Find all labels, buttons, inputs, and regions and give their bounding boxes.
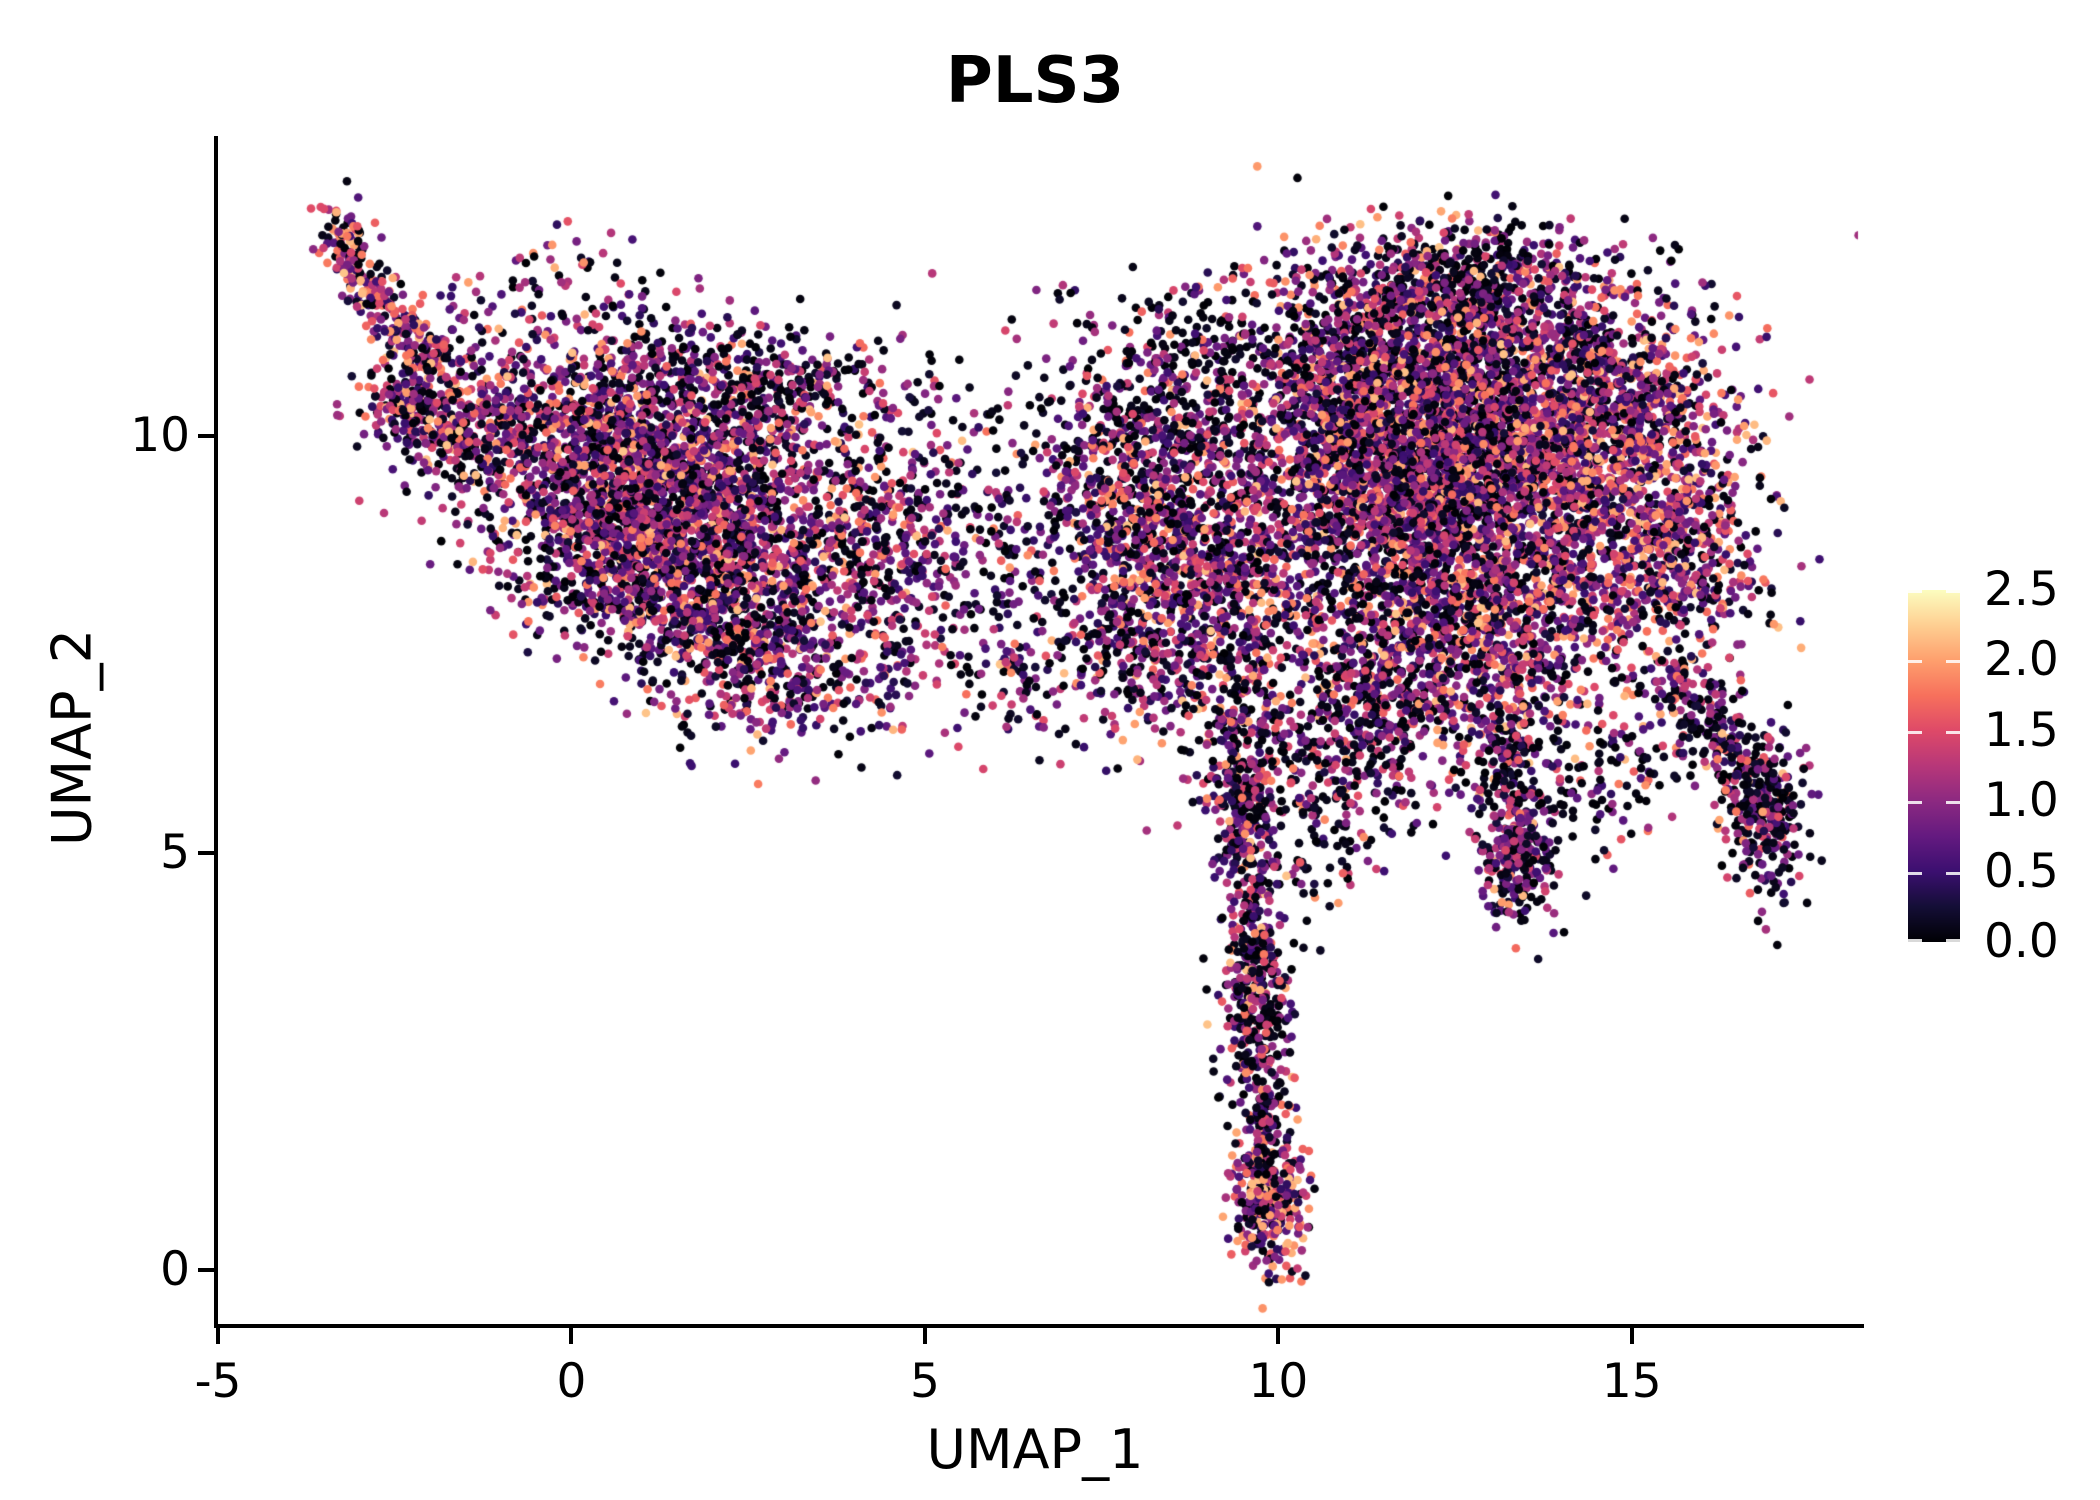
- colorbar-tick-label: 2.5: [1984, 562, 2059, 617]
- y-tick-mark: [198, 850, 214, 855]
- colorbar-tick-mark: [1946, 590, 1960, 593]
- x-tick-mark: [569, 1328, 574, 1344]
- colorbar-tick-mark: [1908, 801, 1922, 805]
- x-tick-mark: [1629, 1328, 1634, 1344]
- x-tick-mark: [216, 1328, 220, 1344]
- y-tick-label: 5: [160, 824, 190, 880]
- y-tick-label: 0: [160, 1241, 190, 1297]
- colorbar-tick-mark: [1946, 939, 1960, 942]
- y-axis-title: UMAP_2: [40, 629, 104, 846]
- colorbar-tick-label: 1.5: [1984, 702, 2059, 758]
- x-tick-label: -5: [194, 1354, 242, 1409]
- colorbar-tick-mark: [1946, 660, 1960, 664]
- x-axis-title: UMAP_1: [926, 1418, 1144, 1481]
- colorbar-tick-label: 1.0: [1984, 773, 2059, 829]
- x-tick-mark: [1276, 1328, 1281, 1344]
- x-tick-label: 15: [1601, 1354, 1662, 1409]
- y-tick-label: 10: [130, 408, 190, 464]
- colorbar-tick-mark: [1946, 871, 1960, 875]
- x-tick-label: 0: [556, 1354, 587, 1409]
- colorbar-tick-label: 0.0: [1984, 914, 2059, 969]
- colorbar-tick-mark: [1946, 730, 1960, 734]
- plot-title: PLS3: [945, 44, 1125, 118]
- colorbar-tick-mark: [1908, 730, 1922, 734]
- x-axis-line: [214, 1324, 1864, 1328]
- x-tick-label: 5: [909, 1354, 940, 1409]
- colorbar-gradient: [1908, 590, 1960, 942]
- colorbar-tick-mark: [1908, 939, 1922, 942]
- y-axis-line: [214, 136, 218, 1328]
- x-tick-mark: [922, 1328, 927, 1344]
- colorbar-tick-mark: [1946, 801, 1960, 805]
- colorbar-tick-label: 0.5: [1984, 843, 2059, 899]
- y-tick-mark: [198, 434, 214, 439]
- y-tick-mark: [198, 1267, 214, 1272]
- colorbar-tick-mark: [1908, 871, 1922, 875]
- colorbar-tick-mark: [1908, 660, 1922, 664]
- colorbar-tick-mark: [1908, 590, 1922, 593]
- x-tick-label: 10: [1248, 1354, 1309, 1409]
- colorbar-tick-label: 2.0: [1984, 632, 2059, 688]
